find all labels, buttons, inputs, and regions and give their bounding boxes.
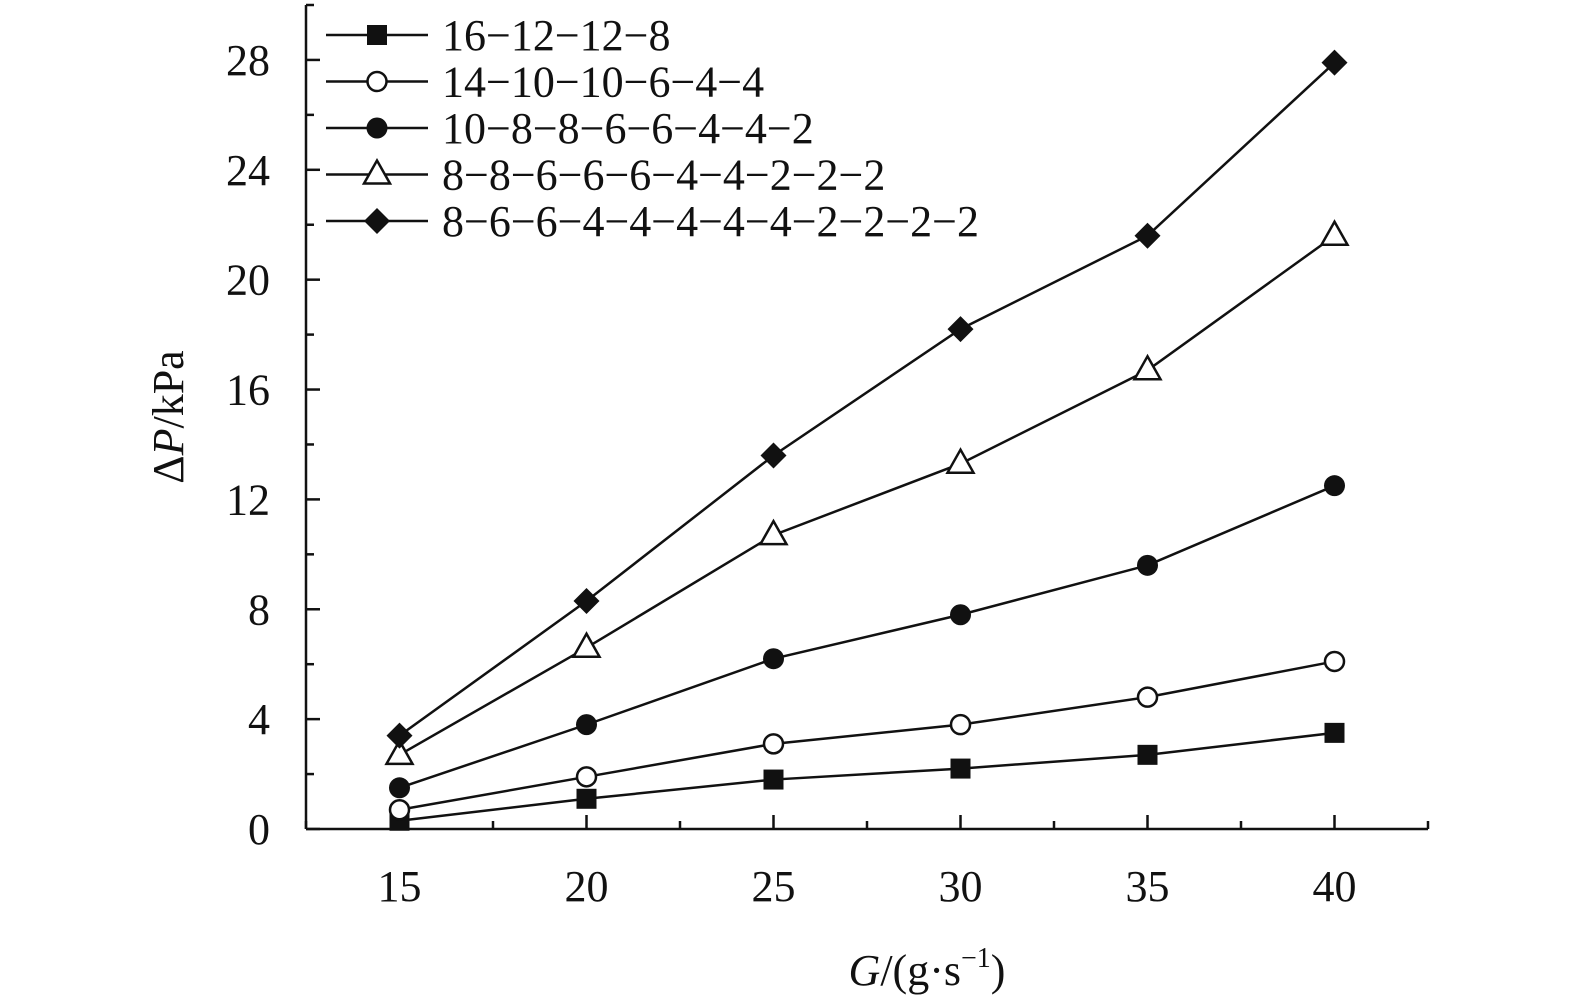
- y-tick-label: 0: [248, 805, 270, 854]
- series-1-point: [1137, 744, 1158, 765]
- x-tick-label: 35: [1126, 862, 1170, 911]
- series-1-point: [576, 788, 597, 809]
- y-axis-label-symbol: P: [144, 429, 193, 457]
- series-3-point: [1324, 475, 1345, 497]
- legend-marker: [367, 25, 387, 45]
- legend-item: 14−10−10−6−4−4: [326, 58, 764, 107]
- ticks: 15 20 25 30 35 40 0 4 8 12 16 20 24 28: [226, 3, 1430, 911]
- x-axis-label-close: ): [991, 946, 1006, 995]
- series-1-point: [763, 769, 784, 790]
- series-5-point: [1321, 49, 1348, 76]
- series-1-line: [399, 731, 1335, 823]
- series-5-point: [1134, 222, 1161, 249]
- series-5-line: [398, 61, 1336, 737]
- series-2-point: [575, 766, 598, 788]
- series-5-point: [760, 442, 787, 469]
- x-tick-label: 30: [939, 862, 983, 911]
- series-2: [388, 650, 1346, 821]
- series-4-point: [1132, 353, 1163, 381]
- x-tick-label: 40: [1313, 862, 1357, 911]
- series-3: [389, 475, 1345, 799]
- series-3-line: [399, 484, 1335, 789]
- y-tick-label: 16: [226, 366, 270, 415]
- y-tick-label: 8: [248, 585, 270, 634]
- series-2-point: [1323, 650, 1346, 673]
- legend-marker: [366, 70, 388, 93]
- series-4-point: [1319, 219, 1350, 246]
- series-5-point: [947, 316, 974, 343]
- y-tick-label: 4: [248, 695, 270, 744]
- series-1-point: [1324, 722, 1345, 743]
- legend-label: 10−8−8−6−6−4−4−2: [442, 104, 814, 153]
- x-axis-label-symbol: G: [849, 946, 881, 995]
- series-5: [386, 49, 1348, 749]
- series-2-point: [1136, 686, 1159, 708]
- series-4-point: [384, 738, 415, 766]
- legend-marker: [364, 208, 390, 234]
- y-axis-label-unit: /kPa: [144, 350, 193, 428]
- x-axis-label-unit: /(g·s: [880, 946, 961, 995]
- y-tick-label: 24: [226, 146, 270, 195]
- y-tick-label: 28: [226, 36, 270, 85]
- series-4-point: [758, 518, 789, 546]
- series-2-point: [762, 733, 785, 755]
- legend-label: 8−8−6−6−6−4−4−2−2−2: [442, 151, 885, 200]
- series-5-point: [573, 588, 600, 615]
- series-3-point: [389, 777, 410, 799]
- series-5-point: [386, 722, 413, 749]
- series-3-point: [763, 648, 784, 670]
- series-4-point: [945, 447, 976, 474]
- x-axis-label: G/(g·s−1): [849, 943, 1006, 995]
- series-layer: [384, 49, 1350, 831]
- x-tick-label: 20: [565, 862, 609, 911]
- series-4-point: [571, 631, 602, 658]
- legend-marker: [366, 117, 388, 139]
- y-tick-label: 12: [226, 475, 270, 524]
- series-3-point: [576, 714, 597, 736]
- x-tick-label: 15: [378, 862, 422, 911]
- y-axis-label: ΔP/kPa: [144, 350, 193, 483]
- legend-item: 8−8−6−6−6−4−4−2−2−2: [326, 151, 885, 200]
- legend-label: 16−12−12−8: [442, 11, 670, 60]
- series-3-point: [1137, 554, 1158, 576]
- legend-label: 8−6−6−4−4−4−4−4−2−2−2−2: [442, 197, 979, 246]
- series-2-point: [388, 799, 411, 821]
- y-tick-label: 20: [226, 256, 270, 305]
- series-4-line: [398, 234, 1336, 756]
- series-1: [389, 722, 1345, 831]
- x-axis-label-exponent: −1: [961, 943, 991, 974]
- series-1-point: [950, 758, 971, 779]
- legend-item: 8−6−6−4−4−4−4−4−2−2−2−2: [326, 197, 979, 246]
- legend-item: 16−12−12−8: [326, 11, 670, 60]
- series-2-point: [949, 713, 972, 736]
- legend-marker: [361, 157, 393, 185]
- legend-label: 14−10−10−6−4−4: [442, 58, 764, 107]
- series-3-point: [950, 604, 971, 626]
- series-2-line: [399, 660, 1335, 812]
- series-4: [384, 219, 1350, 766]
- y-axis-label-prefix: Δ: [144, 455, 193, 483]
- legend: 16−12−12−814−10−10−6−4−410−8−8−6−6−4−4−2…: [326, 11, 979, 246]
- x-tick-label: 25: [752, 862, 796, 911]
- legend-item: 10−8−8−6−6−4−4−2: [326, 104, 814, 153]
